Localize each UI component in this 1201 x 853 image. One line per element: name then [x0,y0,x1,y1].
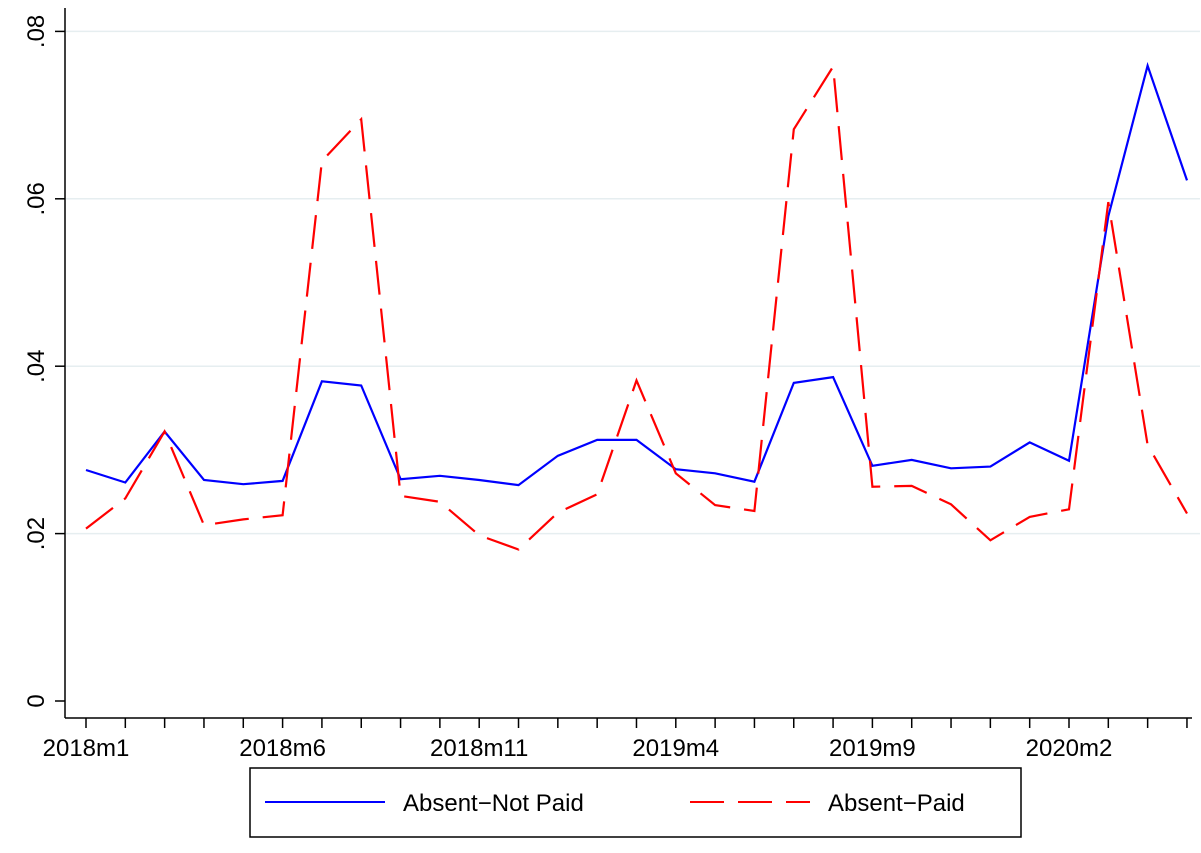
legend: Absent−Not Paid Absent−Paid [249,767,1022,838]
x-tick-label-4: 2019m9 [829,735,916,762]
y-tick-label-2: .04 [23,350,50,383]
x-tick-label-0: 2018m1 [43,735,130,762]
y-tick-label-3: .06 [23,182,50,215]
x-tick-label-2: 2018m11 [430,735,528,762]
y-axis-ticks: 0 .02 .04 .06 .08 [23,15,65,708]
x-tick-label-1: 2018m6 [239,735,326,762]
y-tick-label-1: .02 [23,517,50,550]
series-line-absent-not-paid [85,61,1189,487]
gridlines [66,30,1200,535]
legend-label-absent-paid: Absent−Paid [828,790,965,817]
y-tick-label-4: .08 [23,15,50,48]
series-layer [85,61,1189,551]
series-line-absent-paid [85,63,1188,551]
x-tick-label-3: 2019m4 [632,735,719,762]
x-axis-ticks: 2018m1 2018m6 2018m11 2019m4 2019m9 2020m2 [43,718,1188,762]
legend-label-absent-not-paid: Absent−Not Paid [403,790,584,817]
y-tick-label-0: 0 [23,694,50,707]
x-tick-label-5: 2020m2 [1026,735,1113,762]
